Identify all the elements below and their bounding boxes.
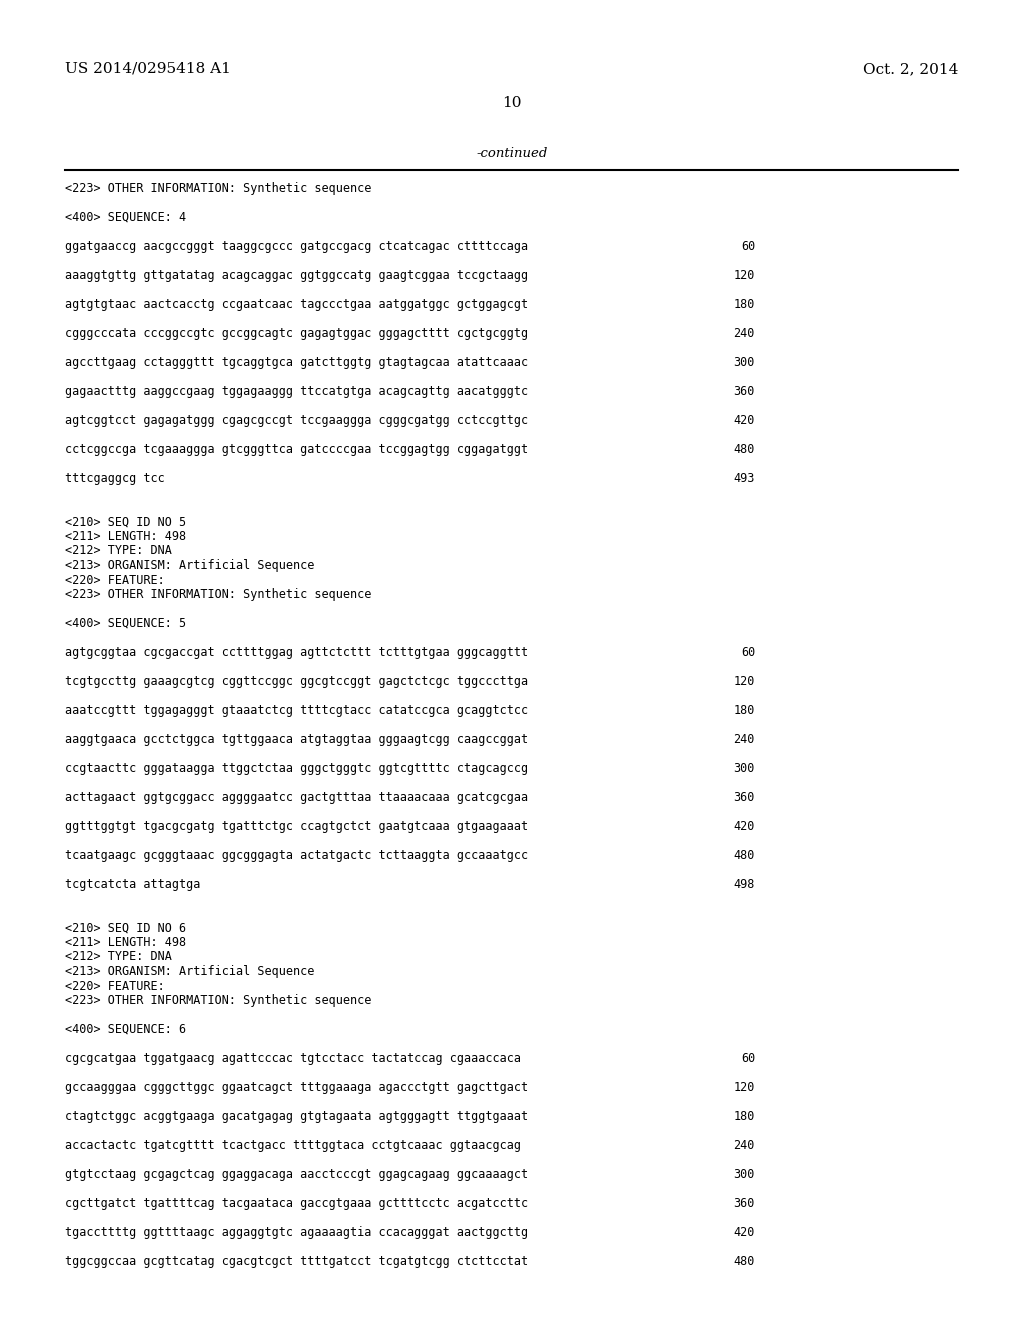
Text: 493: 493 xyxy=(733,473,755,484)
Text: Oct. 2, 2014: Oct. 2, 2014 xyxy=(862,62,958,77)
Text: <213> ORGANISM: Artificial Sequence: <213> ORGANISM: Artificial Sequence xyxy=(65,965,314,978)
Text: agtcggtcct gagagatggg cgagcgccgt tccgaaggga cgggcgatgg cctccgttgc: agtcggtcct gagagatggg cgagcgccgt tccgaag… xyxy=(65,414,528,426)
Text: <220> FEATURE:: <220> FEATURE: xyxy=(65,979,165,993)
Text: 60: 60 xyxy=(740,1052,755,1065)
Text: <400> SEQUENCE: 4: <400> SEQUENCE: 4 xyxy=(65,211,186,224)
Text: 300: 300 xyxy=(733,1168,755,1181)
Text: cgggcccata cccggccgtc gccggcagtc gagagtggac gggagctttt cgctgcggtg: cgggcccata cccggccgtc gccggcagtc gagagtg… xyxy=(65,327,528,341)
Text: <223> OTHER INFORMATION: Synthetic sequence: <223> OTHER INFORMATION: Synthetic seque… xyxy=(65,587,372,601)
Text: <211> LENGTH: 498: <211> LENGTH: 498 xyxy=(65,936,186,949)
Text: tcgtgccttg gaaagcgtcg cggttccggc ggcgtccggt gagctctcgc tggcccttga: tcgtgccttg gaaagcgtcg cggttccggc ggcgtcc… xyxy=(65,675,528,688)
Text: gtgtcctaag gcgagctcag ggaggacaga aacctcccgt ggagcagaag ggcaaaagct: gtgtcctaag gcgagctcag ggaggacaga aacctcc… xyxy=(65,1168,528,1181)
Text: <400> SEQUENCE: 5: <400> SEQUENCE: 5 xyxy=(65,616,186,630)
Text: aaatccgttt tggagagggt gtaaatctcg ttttcgtacc catatccgca gcaggtctcc: aaatccgttt tggagagggt gtaaatctcg ttttcgt… xyxy=(65,704,528,717)
Text: 120: 120 xyxy=(733,1081,755,1094)
Text: cctcggccga tcgaaaggga gtcgggttca gatccccgaa tccggagtgg cggagatggt: cctcggccga tcgaaaggga gtcgggttca gatcccc… xyxy=(65,444,528,455)
Text: <210> SEQ ID NO 5: <210> SEQ ID NO 5 xyxy=(65,516,186,528)
Text: 120: 120 xyxy=(733,269,755,282)
Text: -continued: -continued xyxy=(476,147,548,160)
Text: tcgtcatcta attagtga: tcgtcatcta attagtga xyxy=(65,878,201,891)
Text: 180: 180 xyxy=(733,298,755,312)
Text: <400> SEQUENCE: 6: <400> SEQUENCE: 6 xyxy=(65,1023,186,1036)
Text: 120: 120 xyxy=(733,675,755,688)
Text: agtgtgtaac aactcacctg ccgaatcaac tagccctgaa aatggatggc gctggagcgt: agtgtgtaac aactcacctg ccgaatcaac tagccct… xyxy=(65,298,528,312)
Text: 60: 60 xyxy=(740,645,755,659)
Text: tcaatgaagc gcgggtaaac ggcgggagta actatgactc tcttaaggta gccaaatgcc: tcaatgaagc gcgggtaaac ggcgggagta actatga… xyxy=(65,849,528,862)
Text: aaaggtgttg gttgatatag acagcaggac ggtggccatg gaagtcggaa tccgctaagg: aaaggtgttg gttgatatag acagcaggac ggtggcc… xyxy=(65,269,528,282)
Text: agtgcggtaa cgcgaccgat ccttttggag agttctcttt tctttgtgaa gggcaggttt: agtgcggtaa cgcgaccgat ccttttggag agttctc… xyxy=(65,645,528,659)
Text: <212> TYPE: DNA: <212> TYPE: DNA xyxy=(65,950,172,964)
Text: <212> TYPE: DNA: <212> TYPE: DNA xyxy=(65,544,172,557)
Text: gccaagggaa cgggcttggc ggaatcagct tttggaaaga agaccctgtt gagcttgact: gccaagggaa cgggcttggc ggaatcagct tttggaa… xyxy=(65,1081,528,1094)
Text: gagaactttg aaggccgaag tggagaaggg ttccatgtga acagcagttg aacatgggtc: gagaactttg aaggccgaag tggagaaggg ttccatg… xyxy=(65,385,528,399)
Text: 180: 180 xyxy=(733,704,755,717)
Text: tgaccttttg ggttttaagc aggaggtgtc agaaaagtia ccacagggat aactggcttg: tgaccttttg ggttttaagc aggaggtgtc agaaaag… xyxy=(65,1226,528,1239)
Text: 240: 240 xyxy=(733,733,755,746)
Text: aaggtgaaca gcctctggca tgttggaaca atgtaggtaa gggaagtcgg caagccggat: aaggtgaaca gcctctggca tgttggaaca atgtagg… xyxy=(65,733,528,746)
Text: <223> OTHER INFORMATION: Synthetic sequence: <223> OTHER INFORMATION: Synthetic seque… xyxy=(65,994,372,1007)
Text: agccttgaag cctagggttt tgcaggtgca gatcttggtg gtagtagcaa atattcaaac: agccttgaag cctagggttt tgcaggtgca gatcttg… xyxy=(65,356,528,370)
Text: ccgtaacttc gggataagga ttggctctaa gggctgggtc ggtcgttttc ctagcagccg: ccgtaacttc gggataagga ttggctctaa gggctgg… xyxy=(65,762,528,775)
Text: <213> ORGANISM: Artificial Sequence: <213> ORGANISM: Artificial Sequence xyxy=(65,558,314,572)
Text: 180: 180 xyxy=(733,1110,755,1123)
Text: ctagtctggc acggtgaaga gacatgagag gtgtagaata agtgggagtt ttggtgaaat: ctagtctggc acggtgaaga gacatgagag gtgtaga… xyxy=(65,1110,528,1123)
Text: 498: 498 xyxy=(733,878,755,891)
Text: 10: 10 xyxy=(502,96,522,110)
Text: cgcgcatgaa tggatgaacg agattcccac tgtcctacc tactatccag cgaaaccaca: cgcgcatgaa tggatgaacg agattcccac tgtccta… xyxy=(65,1052,521,1065)
Text: US 2014/0295418 A1: US 2014/0295418 A1 xyxy=(65,62,230,77)
Text: 60: 60 xyxy=(740,240,755,253)
Text: 420: 420 xyxy=(733,820,755,833)
Text: tttcgaggcg tcc: tttcgaggcg tcc xyxy=(65,473,165,484)
Text: 480: 480 xyxy=(733,444,755,455)
Text: accactactc tgatcgtttt tcactgacc ttttggtaca cctgtcaaac ggtaacgcag: accactactc tgatcgtttt tcactgacc ttttggta… xyxy=(65,1139,521,1152)
Text: <211> LENGTH: 498: <211> LENGTH: 498 xyxy=(65,531,186,543)
Text: 480: 480 xyxy=(733,1255,755,1269)
Text: 240: 240 xyxy=(733,327,755,341)
Text: 360: 360 xyxy=(733,1197,755,1210)
Text: 420: 420 xyxy=(733,1226,755,1239)
Text: 480: 480 xyxy=(733,849,755,862)
Text: 300: 300 xyxy=(733,356,755,370)
Text: <223> OTHER INFORMATION: Synthetic sequence: <223> OTHER INFORMATION: Synthetic seque… xyxy=(65,182,372,195)
Text: acttagaact ggtgcggacc aggggaatcc gactgtttaa ttaaaacaaa gcatcgcgaa: acttagaact ggtgcggacc aggggaatcc gactgtt… xyxy=(65,791,528,804)
Text: ggtttggtgt tgacgcgatg tgatttctgc ccagtgctct gaatgtcaaa gtgaagaaat: ggtttggtgt tgacgcgatg tgatttctgc ccagtgc… xyxy=(65,820,528,833)
Text: <220> FEATURE:: <220> FEATURE: xyxy=(65,573,165,586)
Text: <210> SEQ ID NO 6: <210> SEQ ID NO 6 xyxy=(65,921,186,935)
Text: 420: 420 xyxy=(733,414,755,426)
Text: tggcggccaa gcgttcatag cgacgtcgct ttttgatcct tcgatgtcgg ctcttcctat: tggcggccaa gcgttcatag cgacgtcgct ttttgat… xyxy=(65,1255,528,1269)
Text: 360: 360 xyxy=(733,385,755,399)
Text: cgcttgatct tgattttcag tacgaataca gaccgtgaaa gcttttcctc acgatccttc: cgcttgatct tgattttcag tacgaataca gaccgtg… xyxy=(65,1197,528,1210)
Text: 300: 300 xyxy=(733,762,755,775)
Text: 240: 240 xyxy=(733,1139,755,1152)
Text: 360: 360 xyxy=(733,791,755,804)
Text: ggatgaaccg aacgccgggt taaggcgccc gatgccgacg ctcatcagac cttttccaga: ggatgaaccg aacgccgggt taaggcgccc gatgccg… xyxy=(65,240,528,253)
